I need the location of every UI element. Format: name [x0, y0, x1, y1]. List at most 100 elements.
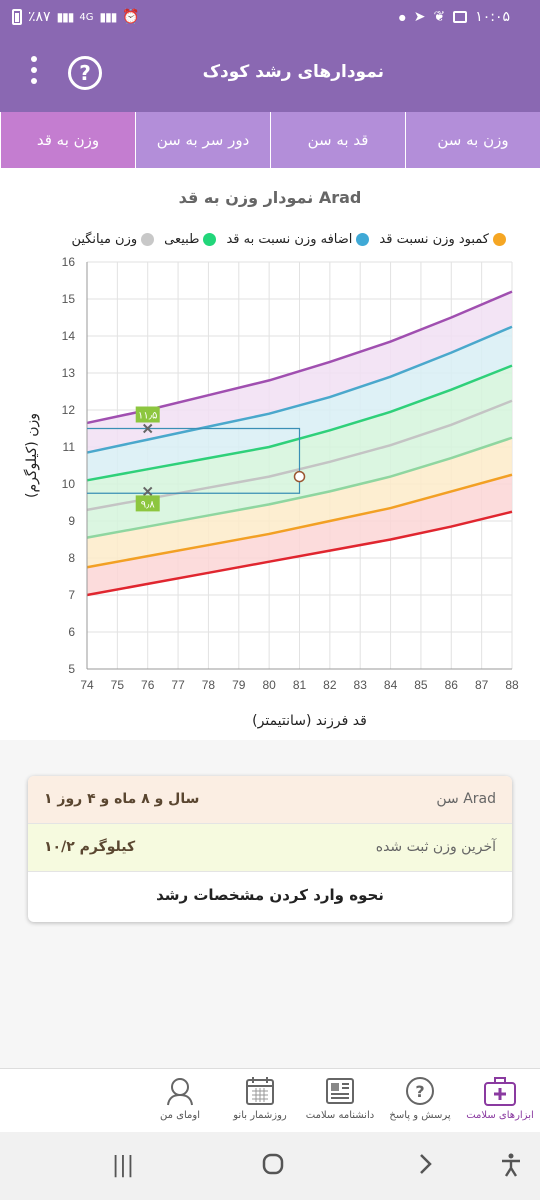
battery-percent: ٪۸۷: [28, 9, 51, 25]
x-tick-label: 83: [354, 678, 368, 692]
legend-item-average: وزن میانگین: [71, 232, 155, 247]
recent-apps-icon[interactable]: |||: [111, 1153, 135, 1178]
medical-kit-icon: [482, 1075, 518, 1107]
legend-dot-icon: [203, 233, 217, 246]
y-tick-label: 8: [68, 551, 75, 565]
y-tick-label: 5: [68, 662, 75, 676]
age-label: سن Arad: [436, 791, 496, 807]
x-tick-label: 75: [111, 678, 125, 692]
percentile-band: [87, 365, 512, 510]
y-tick-label: 7: [68, 588, 75, 602]
y-tick-label: 11: [63, 440, 76, 454]
y-tick-label: 6: [68, 625, 75, 639]
legend-item-overweight: اضافه وزن نسبت به قد: [226, 232, 370, 247]
battery-icon: [12, 9, 22, 25]
y-tick-label: 12: [62, 403, 76, 417]
app-header: ? نمودارهای رشد کودک: [0, 36, 540, 112]
x-tick-label: 77: [171, 678, 185, 692]
svg-text:?: ?: [415, 1082, 424, 1101]
nav-health-encyclopedia[interactable]: دانشنامه سلامت: [300, 1069, 380, 1132]
more-menu-icon[interactable]: [26, 56, 42, 92]
y-axis-title: وزن (کیلوگرم): [23, 413, 40, 498]
y-tick-label: 15: [62, 292, 76, 306]
x-tick-label: 82: [323, 678, 337, 692]
chart-legend: کمبود وزن نسبت قد اضافه وزن نسبت به قد ط…: [71, 232, 506, 247]
percentile-line: [86, 325, 513, 454]
nav-lady-calendar[interactable]: روزشمار بانو: [220, 1069, 300, 1132]
notification-dot-icon: ●: [398, 12, 406, 22]
growth-chart: 74 75 76 77 78 79 80 81 82 83 84 85 86 87 885678910111…: [23, 255, 519, 729]
newspaper-icon: [322, 1075, 358, 1107]
legend-item-underweight: کمبود وزن نسبت قد: [379, 232, 506, 247]
percentile-line: [86, 510, 513, 597]
y-tick-label: 10: [62, 477, 76, 491]
bottom-navigation: ابزارهای سلامت ? پرسش و پاسخ دانشنامه سل…: [0, 1068, 540, 1132]
chart-title: نمودار وزن به قد Arad: [178, 188, 362, 207]
x-tick-label: 88: [505, 678, 519, 692]
percentile-band: [87, 437, 512, 568]
help-button[interactable]: ?: [68, 56, 102, 90]
x-tick-label: 87: [475, 678, 489, 692]
nav-questions[interactable]: ? پرسش و پاسخ: [380, 1069, 460, 1132]
telegram-icon: ➤: [413, 9, 426, 25]
home-icon[interactable]: [258, 1152, 288, 1182]
x-tick-label: 80: [262, 678, 276, 692]
percentile-line: [86, 473, 513, 569]
growth-chart-panel: 74 75 76 77 78 79 80 81 82 83 84 85 86 87 88 5 6 7 8 9 10 11 1…: [0, 168, 540, 740]
clock-time: ۱۰:۰۵: [475, 9, 510, 25]
legend-item-normal: طبیعی: [164, 232, 217, 247]
chart-tabs: وزن به سن قد به سن دور سر به سن وزن به ق…: [0, 112, 540, 168]
app-notification-icon: ❦: [433, 9, 446, 25]
child-info-card: سن Arad ۱ سال و ۸ ماه و ۴ روز آخرین وزن …: [28, 776, 512, 922]
x-tick-label: 86: [445, 678, 459, 692]
network-type: 4G: [79, 11, 94, 23]
current-measurement-point: [293, 470, 306, 483]
nav-health-tools[interactable]: ابزارهای سلامت: [460, 1069, 540, 1132]
status-bar: ٪۸۷ ▮▮▮ 4G ▮▮▮ ⏰ ● ➤ ❦ ۱۰:۰۵: [0, 0, 540, 36]
question-icon: ?: [402, 1075, 438, 1107]
tab-head-for-age[interactable]: دور سر به سن: [135, 112, 270, 168]
back-icon[interactable]: [410, 1152, 440, 1182]
last-weight-row: آخرین وزن ثبت شده ۱۰/۲ کیلوگرم: [28, 824, 512, 872]
y-tick-label: 9: [68, 514, 75, 528]
marker-badge: [135, 406, 160, 423]
y-tick-label: 16: [62, 255, 76, 269]
tab-weight-for-height[interactable]: وزن به قد: [0, 112, 135, 168]
age-value: ۱ سال و ۸ ماه و ۴ روز: [44, 791, 200, 807]
calendar-icon: [242, 1075, 278, 1107]
x-axis-title: قد فرزند (سانتیمتر): [252, 713, 367, 729]
percentile-band: [87, 326, 512, 481]
gallery-icon: [453, 11, 468, 23]
y-tick-label: 14: [62, 329, 76, 343]
nav-my-profile[interactable]: اومای من: [140, 1069, 220, 1132]
legend-dot-icon: [356, 233, 370, 246]
x-tick-label: 76: [141, 678, 155, 692]
signal-icon: ▮▮▮: [56, 10, 75, 24]
last-weight-label: آخرین وزن ثبت شده: [375, 839, 496, 855]
marker-label: ۹٫۸: [141, 499, 156, 510]
guide-lines: [87, 427, 301, 494]
signal-icon-2: ▮▮▮: [99, 10, 118, 24]
y-tick-label: 13: [62, 366, 76, 380]
x-tick-label: 74: [80, 678, 94, 692]
growth-entry-help-link[interactable]: نحوه وارد کردن مشخصات رشد: [156, 886, 384, 904]
marker-label: ۱۱٫۵: [138, 411, 157, 422]
marker-cross: [143, 423, 153, 434]
x-tick-label: 79: [232, 678, 246, 692]
x-tick-label: 78: [202, 678, 216, 692]
marker-badge: [135, 495, 160, 512]
tab-height-for-age[interactable]: قد به سن: [270, 112, 405, 168]
x-tick-label: 84: [384, 678, 398, 692]
accessibility-icon[interactable]: [496, 1152, 526, 1182]
percentile-line: [86, 436, 513, 539]
legend-dot-icon: [141, 233, 155, 246]
age-row: سن Arad ۱ سال و ۸ ماه و ۴ روز: [28, 776, 512, 824]
tab-weight-for-age[interactable]: وزن به سن: [405, 112, 540, 168]
x-tick-label: 81: [293, 678, 307, 692]
system-navigation-bar: |||: [0, 1132, 540, 1200]
legend-dot-icon: [493, 233, 506, 246]
last-weight-value: ۱۰/۲ کیلوگرم: [44, 839, 136, 855]
alarm-icon: ⏰: [122, 9, 140, 25]
user-icon: [162, 1075, 198, 1107]
marker-cross: [143, 486, 153, 497]
